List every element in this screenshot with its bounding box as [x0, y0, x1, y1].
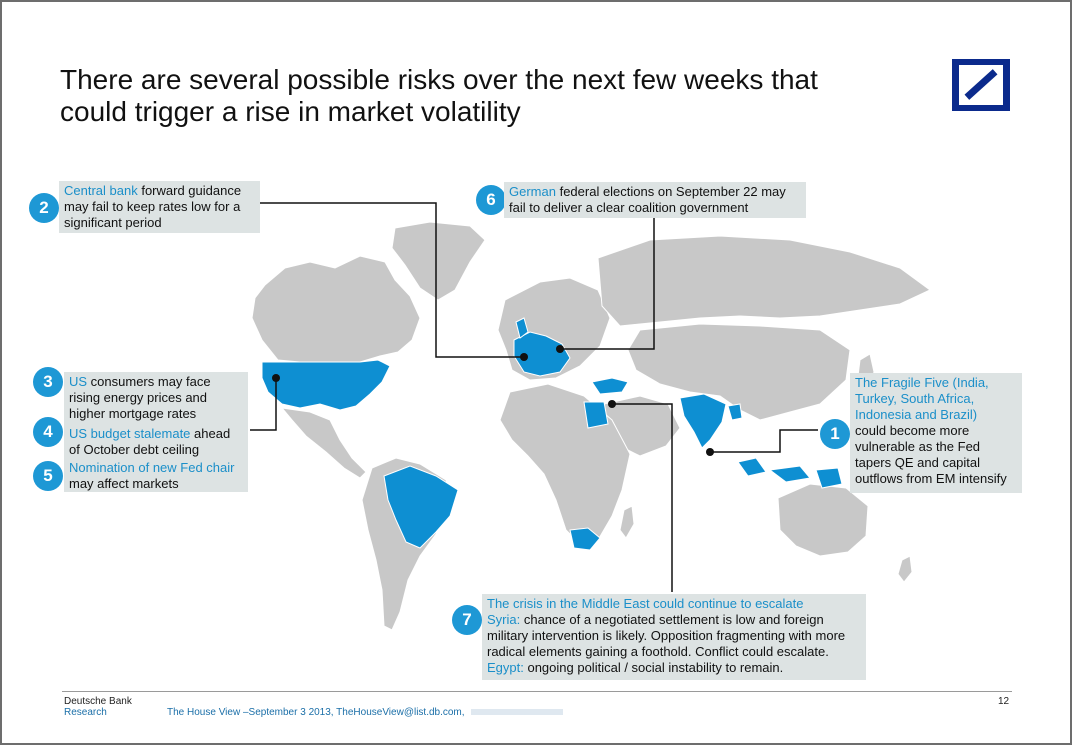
- callout-7-number: 7: [452, 605, 482, 635]
- callout-1: The Fragile Five (India, Turkey, South A…: [850, 373, 1022, 493]
- callout-4-number: 4: [33, 417, 63, 447]
- marker-6: [556, 345, 564, 353]
- callout-3: US consumers may face rising energy pric…: [64, 372, 248, 424]
- footer-org: Deutsche Bank Research: [64, 696, 132, 718]
- marker-2: [520, 353, 528, 361]
- india-highlight: [679, 393, 727, 449]
- page-number: 12: [998, 696, 1010, 707]
- australia: [777, 483, 869, 557]
- callout-5: Nomination of new Fed chair may affect m…: [64, 458, 248, 492]
- indonesia-highlight: [737, 457, 843, 489]
- callout-5-number: 5: [33, 461, 63, 491]
- slide-title: There are several possible risks over th…: [60, 64, 920, 128]
- callout-1-number: 1: [820, 419, 850, 449]
- connector-6: [560, 213, 655, 350]
- callout-6-number: 6: [476, 185, 506, 215]
- marker-1: [706, 448, 714, 456]
- title-line-2: could trigger a rise in market volatilit…: [60, 96, 521, 127]
- greenland: [391, 221, 486, 301]
- canada: [251, 255, 421, 363]
- uk-highlight: [515, 317, 529, 339]
- footer-center: The House View –September 3 2013, TheHou…: [167, 707, 563, 718]
- deutsche-bank-logo: [952, 59, 1010, 111]
- india-east-highlight: [727, 403, 743, 421]
- madagascar: [619, 505, 635, 539]
- turkey-highlight: [591, 377, 629, 395]
- title-line-1: There are several possible risks over th…: [60, 64, 818, 95]
- asia: [627, 323, 851, 421]
- obscured-text: [470, 709, 563, 716]
- marker-345: [272, 374, 280, 382]
- mexico: [280, 407, 367, 479]
- russia: [597, 235, 931, 327]
- egypt-highlight: [583, 401, 609, 429]
- western-europe-highlight: [513, 331, 571, 377]
- callout-2-number: 2: [29, 193, 59, 223]
- callout-3-number: 3: [33, 367, 63, 397]
- footer-divider: [62, 691, 1012, 692]
- connector-7: [612, 403, 673, 592]
- connector-2: [258, 202, 524, 358]
- brazil-highlight: [383, 465, 459, 549]
- callout-7: The crisis in the Middle East could cont…: [482, 594, 866, 680]
- callout-2: Central bank forward guidance may fail t…: [59, 181, 260, 233]
- marker-7: [608, 400, 616, 408]
- callout-4: US budget stalemate ahead of October deb…: [64, 424, 248, 458]
- south-africa-highlight: [569, 527, 601, 551]
- new-zealand: [897, 555, 913, 583]
- usa-highlight: [261, 359, 391, 411]
- connector-1: [710, 429, 818, 453]
- connector-345: [250, 378, 277, 431]
- callout-6: German federal elections on September 22…: [504, 182, 806, 218]
